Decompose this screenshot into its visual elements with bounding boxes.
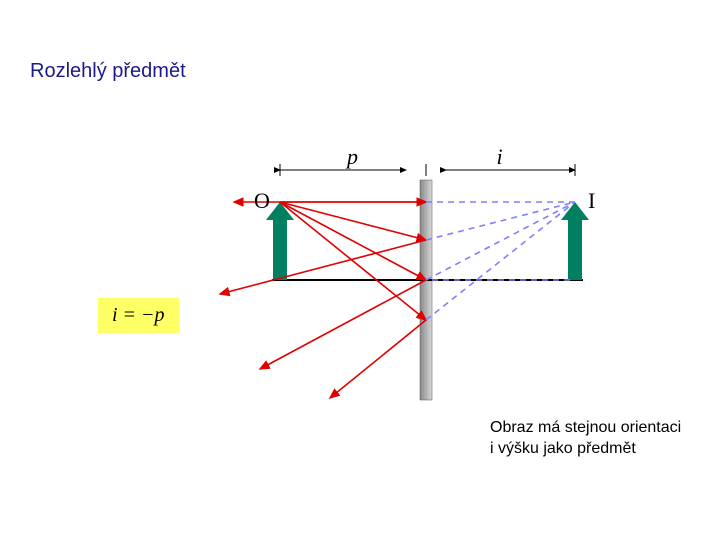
ray-virtual-1 <box>426 202 575 240</box>
caption-line2: i výšku jako předmět <box>490 440 636 457</box>
label-p: p <box>345 144 358 169</box>
label-O: O <box>254 188 270 213</box>
ray-incident-2 <box>280 202 426 280</box>
label-i: i <box>497 144 503 169</box>
ray-reflected-3 <box>330 320 426 398</box>
caption: Obraz má stejnou orientaci i výšku jako … <box>490 418 681 460</box>
optics-diagram: O Ip i <box>200 140 680 420</box>
ray-virtual-2 <box>426 202 575 280</box>
ray-incident-1 <box>280 202 426 240</box>
ray-reflected-1 <box>220 240 426 294</box>
ray-reflected-2 <box>260 280 426 369</box>
ray-incident-3 <box>280 202 426 320</box>
mirror <box>420 180 432 400</box>
ray-virtual-3 <box>426 202 575 320</box>
object-arrow-stem <box>273 220 287 280</box>
page-title: Rozlehlý předmět <box>30 60 186 83</box>
image-arrow-stem <box>568 220 582 280</box>
caption-line1: Obraz má stejnou orientaci <box>490 419 681 436</box>
label-I: I <box>588 188 595 213</box>
formula-box: i = −p <box>98 298 179 333</box>
